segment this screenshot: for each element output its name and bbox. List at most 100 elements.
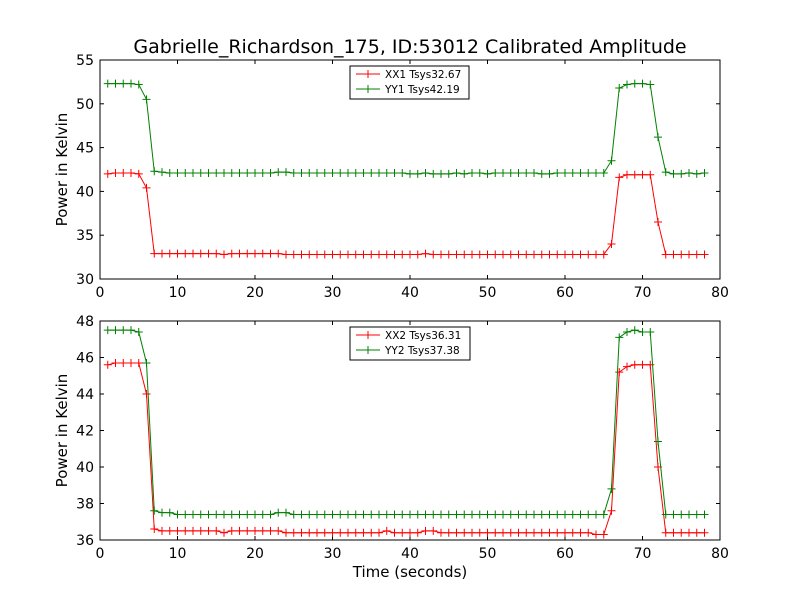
data-point xyxy=(127,326,135,335)
data-point xyxy=(251,526,259,535)
data-point xyxy=(646,170,655,179)
data-point xyxy=(545,169,554,178)
data-point xyxy=(111,79,120,88)
data-point xyxy=(623,327,631,336)
data-point xyxy=(444,510,453,519)
y-tick-label: 40 xyxy=(76,460,94,476)
data-point xyxy=(413,250,422,259)
data-point xyxy=(111,326,120,335)
data-point xyxy=(661,528,670,537)
data-point xyxy=(630,360,639,369)
data-point xyxy=(142,358,151,367)
data-point xyxy=(266,169,275,178)
y-tick-label: 44 xyxy=(76,387,94,403)
data-point xyxy=(189,526,197,535)
legend-label: XX2 Tsys36.31 xyxy=(385,330,461,342)
data-point xyxy=(134,327,143,336)
data-point xyxy=(235,169,244,178)
data-point xyxy=(685,510,693,519)
data-point xyxy=(615,333,624,342)
data-point xyxy=(227,249,236,258)
data-point xyxy=(553,250,562,259)
data-point xyxy=(530,528,538,537)
data-point xyxy=(421,169,430,178)
data-point xyxy=(227,169,236,178)
data-point xyxy=(367,250,376,259)
data-point xyxy=(452,528,461,537)
data-point xyxy=(638,170,647,179)
data-point xyxy=(313,169,321,178)
data-point xyxy=(320,250,329,259)
legend-box xyxy=(349,326,471,361)
data-point xyxy=(297,510,306,519)
data-point xyxy=(251,510,259,519)
x-tick-label: 70 xyxy=(634,285,652,301)
legend-label: XX1 Tsys32.67 xyxy=(385,69,461,81)
data-point xyxy=(103,360,112,369)
data-point xyxy=(173,510,182,519)
data-point xyxy=(359,510,368,519)
data-point xyxy=(700,528,709,537)
legend-marker xyxy=(364,331,372,339)
data-point xyxy=(103,169,112,178)
data-point xyxy=(204,249,213,258)
legend: XX1 Tsys32.67 YY1 Tsys42.19 xyxy=(349,65,470,100)
y-axis-title: Power in Kelvin xyxy=(53,374,71,488)
data-point xyxy=(429,250,438,259)
y-tick-label: 30 xyxy=(76,272,94,288)
data-point xyxy=(297,528,306,537)
data-point xyxy=(669,169,678,178)
data-point xyxy=(328,169,337,178)
x-tick-label: 30 xyxy=(324,285,342,301)
data-point xyxy=(119,169,128,178)
data-point xyxy=(638,79,647,88)
data-point xyxy=(553,169,562,178)
data-point xyxy=(483,510,492,519)
data-point xyxy=(413,528,422,537)
data-point xyxy=(685,250,693,259)
data-point xyxy=(119,79,128,88)
data-point xyxy=(367,528,376,537)
data-point xyxy=(654,437,662,446)
data-point xyxy=(274,526,283,535)
figure-title: Gabrielle_Richardson_175, ID:53012 Calib… xyxy=(133,36,686,58)
data-point xyxy=(545,250,554,259)
data-point xyxy=(111,169,120,178)
data-point xyxy=(375,169,383,178)
data-point xyxy=(669,528,678,537)
data-point xyxy=(398,250,407,259)
data-point xyxy=(437,169,445,178)
data-point xyxy=(437,250,445,259)
legend-marker xyxy=(364,70,372,78)
data-point xyxy=(165,249,174,258)
data-point xyxy=(514,169,523,178)
data-point xyxy=(266,249,275,258)
data-point xyxy=(646,327,655,336)
data-point xyxy=(212,510,221,519)
data-point xyxy=(452,250,461,259)
data-point xyxy=(607,484,616,493)
data-point xyxy=(165,169,174,178)
data-point xyxy=(196,526,205,535)
data-point xyxy=(537,169,546,178)
data-point xyxy=(382,250,391,259)
data-point xyxy=(344,528,352,537)
legend-box xyxy=(349,65,470,100)
data-point xyxy=(181,249,190,258)
data-point xyxy=(677,169,686,178)
data-point xyxy=(584,528,593,537)
data-point xyxy=(406,250,414,259)
data-point xyxy=(196,169,205,178)
data-point xyxy=(251,249,259,258)
data-point xyxy=(607,156,616,165)
data-point xyxy=(568,510,577,519)
data-point xyxy=(274,168,283,177)
data-point xyxy=(483,528,492,537)
data-point xyxy=(491,250,500,259)
data-point xyxy=(336,169,345,178)
data-point xyxy=(553,510,562,519)
data-point xyxy=(258,526,267,535)
data-point xyxy=(630,170,639,179)
data-point xyxy=(103,326,112,335)
